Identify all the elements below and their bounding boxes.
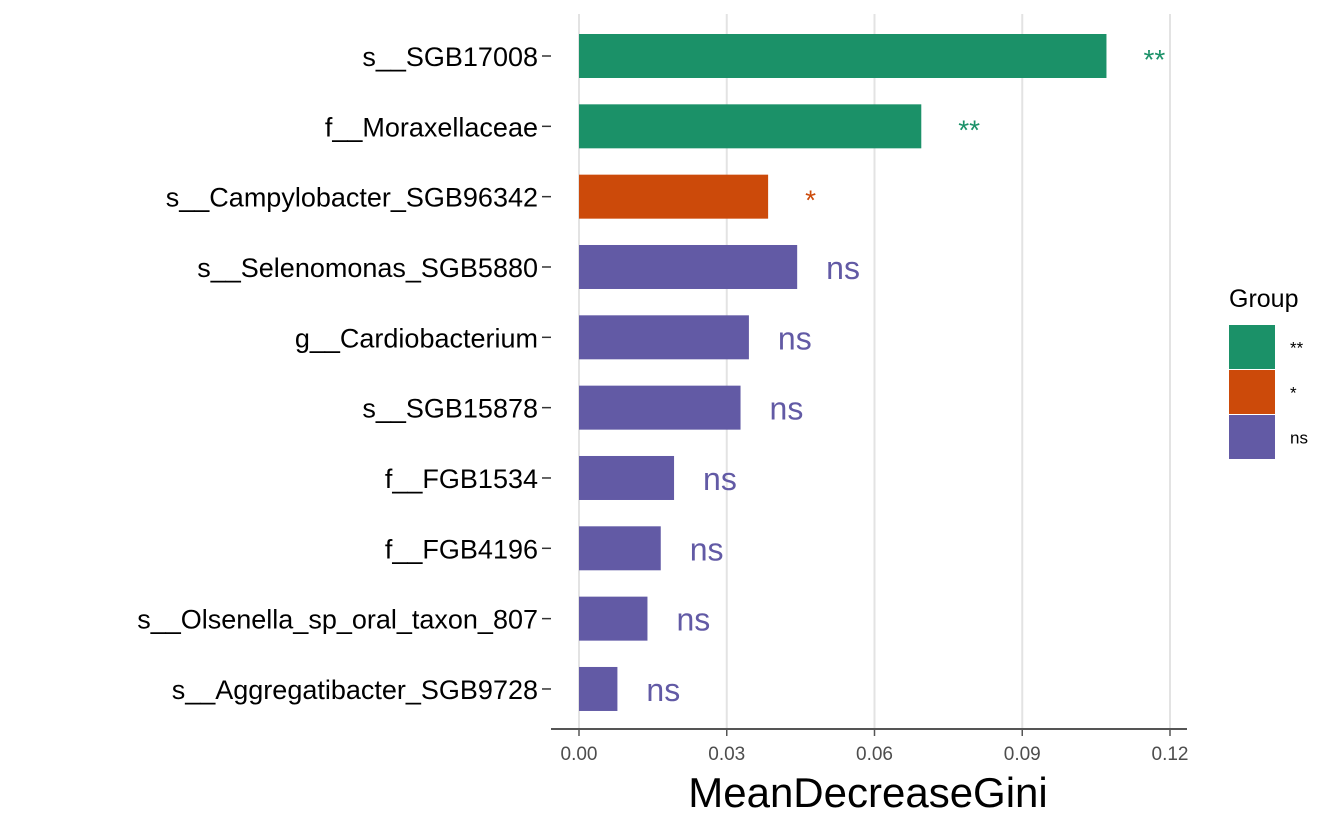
y-axis-label: f__FGB1534 (385, 464, 538, 494)
y-axis-label: f__Moraxellaceae (325, 112, 538, 142)
x-tick-label: 0.00 (561, 744, 598, 765)
legend: Group ***ns (1229, 285, 1308, 459)
legend-key (1229, 370, 1275, 414)
y-axis-label: s__SGB17008 (362, 42, 538, 72)
bar (579, 34, 1107, 78)
y-axis-label: f__FGB4196 (385, 534, 538, 564)
y-axis-label: s__SGB15878 (362, 394, 538, 424)
significance-label: ns (646, 672, 680, 708)
significance-label: * (805, 185, 816, 216)
bar (579, 244, 798, 289)
legend-key (1229, 415, 1275, 459)
bar (579, 526, 661, 571)
x-tick-label: 0.09 (1004, 744, 1041, 765)
significance-label: ** (1143, 44, 1165, 75)
y-axis-label: g__Cardiobacterium (295, 323, 538, 353)
legend-label: * (1290, 384, 1297, 403)
x-tick-label: 0.12 (1152, 744, 1189, 765)
y-axis-labels: s__SGB17008 f__Moraxellaceae s__Campylobac… (137, 42, 551, 705)
y-axis-label: s__Selenomonas_SGB5880 (197, 253, 538, 283)
x-tick-label: 0.03 (708, 744, 745, 765)
y-axis-label: s__Campylobacter_SGB96342 (166, 183, 538, 213)
bar (579, 455, 675, 500)
significance-label: ** (958, 114, 980, 145)
bar (579, 315, 749, 360)
bar (579, 666, 618, 711)
x-axis-title: MeanDecreaseGini (688, 769, 1048, 816)
legend-title: Group (1229, 285, 1298, 313)
y-axis-label: s__Olsenella_sp_oral_taxon_807 (137, 605, 538, 635)
x-tick-label: 0.06 (856, 744, 893, 765)
bars (579, 34, 1107, 711)
bar (579, 596, 648, 641)
significance-label: ns (690, 531, 724, 567)
bar (579, 104, 922, 149)
significance-label: ns (703, 461, 737, 497)
x-axis: 0.00 0.03 0.06 0.09 0.12 (551, 728, 1189, 765)
legend-label: ** (1290, 339, 1304, 358)
significance-label: ns (778, 320, 812, 356)
significance-label: ns (676, 602, 710, 638)
legend-label: ns (1290, 429, 1308, 448)
y-axis-label: s__Aggregatibacter_SGB9728 (172, 675, 538, 705)
significance-label: ns (826, 250, 860, 286)
bar (579, 385, 741, 430)
bar (579, 174, 769, 219)
legend-key (1229, 325, 1275, 369)
significance-label: ns (770, 391, 804, 427)
